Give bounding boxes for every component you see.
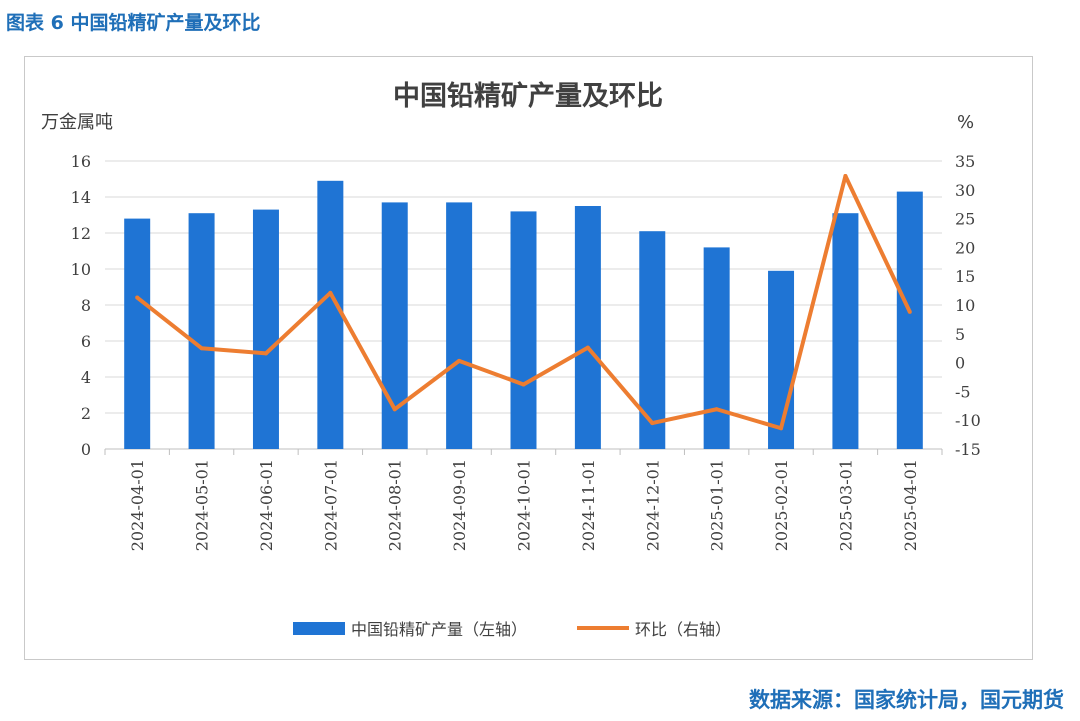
combo-chart: 中国铅精矿产量及环比 万金属吨 % 0 2 4 6 8 10 12 14 16 -15 -10 -5…	[41, 80, 981, 639]
right-axis-unit: %	[957, 112, 974, 133]
x-tick-label: 2025-01-01	[708, 459, 727, 551]
left-tick-label: 0	[81, 440, 91, 459]
chart-title: 中国铅精矿产量及环比	[393, 80, 663, 112]
x-tick-label: 2025-03-01	[836, 459, 855, 551]
line-point	[135, 295, 140, 300]
right-tick-label: 35	[955, 152, 975, 171]
right-tick-label: -5	[955, 382, 971, 401]
bar	[896, 191, 923, 449]
left-tick-label: 4	[81, 368, 91, 387]
line-point	[328, 290, 333, 295]
x-tick-label: 2024-05-01	[193, 459, 212, 551]
x-tick-label: 2025-04-01	[901, 459, 920, 551]
right-tick-label: 15	[955, 267, 975, 286]
x-tick-label: 2024-11-01	[579, 459, 598, 551]
bar	[317, 180, 344, 450]
bar	[446, 202, 473, 449]
left-tick-label: 14	[71, 188, 91, 207]
line-point	[650, 421, 655, 426]
right-axis-ticks: -15 -10 -5 0 5 10 15 20 25 30 35	[955, 152, 981, 459]
line-point	[521, 382, 526, 387]
line-point	[199, 346, 204, 351]
right-tick-label: 30	[955, 181, 975, 200]
bar	[124, 218, 151, 449]
bar	[510, 211, 537, 449]
line-point	[263, 351, 268, 356]
right-tick-label: 25	[955, 210, 975, 229]
left-axis-ticks: 0 2 4 6 8 10 12 14 16	[71, 152, 91, 459]
bar	[252, 209, 279, 449]
right-tick-label: 10	[955, 296, 975, 315]
x-tick-label: 2024-06-01	[257, 459, 276, 551]
x-axis-ticks: 2024-04-01 2024-05-01 2024-06-01 2024-07-01…	[128, 459, 920, 551]
left-axis-unit: 万金属吨	[41, 112, 113, 133]
line-point	[843, 173, 848, 178]
bar-series	[124, 180, 923, 450]
left-tick-label: 2	[81, 404, 91, 423]
right-tick-label: -15	[955, 440, 981, 459]
bar	[768, 270, 795, 449]
x-tick-label: 2025-02-01	[772, 459, 791, 551]
left-tick-label: 10	[71, 260, 91, 279]
x-tick-label: 2024-07-01	[321, 459, 340, 551]
figure-caption: 图表 6 中国铅精矿产量及环比	[6, 12, 261, 34]
x-tick-label: 2024-04-01	[128, 459, 147, 551]
left-tick-label: 8	[81, 296, 91, 315]
legend: 中国铅精矿产量（左轴） 环比（右轴）	[293, 620, 731, 639]
left-tick-label: 12	[71, 224, 91, 243]
line-point	[392, 407, 397, 412]
left-tick-label: 16	[71, 152, 91, 171]
legend-bar-label: 中国铅精矿产量（左轴）	[351, 620, 527, 639]
bar	[639, 231, 666, 449]
bar	[381, 202, 408, 449]
bar	[703, 247, 730, 449]
right-tick-label: 5	[955, 325, 965, 344]
line-point	[714, 407, 719, 412]
line-series	[135, 173, 912, 431]
line-point	[907, 309, 912, 314]
chart-container: 中国铅精矿产量及环比 万金属吨 % 0 2 4 6 8 10 12 14 16 -15 -10 -5…	[24, 56, 1033, 660]
x-tick-label: 2024-09-01	[450, 459, 469, 551]
right-tick-label: 20	[955, 238, 975, 257]
legend-bar-swatch	[293, 622, 345, 635]
line-point	[457, 358, 462, 363]
bar	[188, 213, 215, 449]
line-point	[585, 345, 590, 350]
legend-line-label: 环比（右轴）	[635, 620, 731, 639]
right-tick-label: -10	[955, 411, 981, 430]
line-point	[779, 426, 784, 431]
x-tick-label: 2024-12-01	[643, 459, 662, 551]
left-tick-label: 6	[81, 332, 91, 351]
x-tick-label: 2024-10-01	[515, 459, 534, 551]
bar	[574, 206, 601, 449]
x-tick-label: 2024-08-01	[386, 459, 405, 551]
bar	[832, 213, 859, 449]
right-tick-label: 0	[955, 354, 965, 373]
source-note: 数据来源：国家统计局，国元期货	[749, 688, 1064, 712]
